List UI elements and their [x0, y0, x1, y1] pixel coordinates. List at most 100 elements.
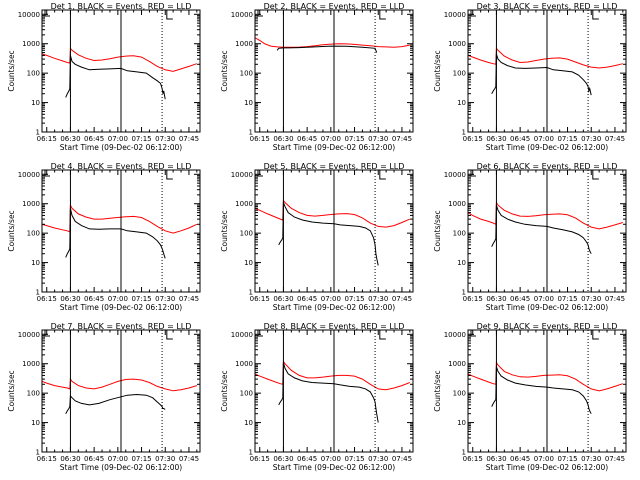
- x-axis-label: Start Time (09-Dec-02 06:12:00): [273, 303, 395, 312]
- y-tick-label: 1: [36, 289, 40, 297]
- x-tick-label: 06:30: [60, 295, 80, 303]
- x-tick-label: 07:15: [344, 455, 364, 463]
- x-tick-label: 06:15: [37, 135, 57, 143]
- chart-panel: Det 8, BLACK = Events, RED = LLD 1 10 100 10…: [220, 322, 414, 472]
- flag-marker: [592, 170, 599, 180]
- x-tick-label: 07:30: [581, 295, 601, 303]
- x-tick-label: 07:15: [131, 135, 151, 143]
- y-axis-label: Counts/sec: [433, 50, 442, 91]
- x-tick-label: 07:30: [581, 135, 601, 143]
- start-flag-marker: [257, 170, 263, 177]
- y-axis-label: Counts/sec: [7, 370, 16, 411]
- y-tick-label: 10000: [444, 11, 466, 19]
- x-tick-label: 06:45: [510, 295, 530, 303]
- panel-title: Det 1, BLACK = Events, RED = LLD: [51, 2, 192, 11]
- y-tick-label: 1000: [235, 360, 253, 368]
- x-tick-label: 07:45: [605, 295, 625, 303]
- panel-title: Det 4, BLACK = Events, RED = LLD: [51, 162, 192, 171]
- y-tick-label: 100: [240, 70, 253, 78]
- y-axis-label: Counts/sec: [220, 370, 229, 411]
- x-tick-label: 07:00: [321, 135, 341, 143]
- x-tick-label: 06:30: [60, 135, 80, 143]
- y-axis-label: Counts/sec: [433, 370, 442, 411]
- x-axis-label: Start Time (09-Dec-02 06:12:00): [60, 143, 182, 152]
- x-tick-label: 07:30: [368, 135, 388, 143]
- y-axis-label: Counts/sec: [7, 50, 16, 91]
- x-tick-label: 07:00: [534, 135, 554, 143]
- y-tick-label: 1000: [448, 40, 466, 48]
- y-tick-label: 10000: [18, 171, 40, 179]
- x-tick-label: 06:15: [250, 295, 270, 303]
- x-tick-label: 07:15: [344, 295, 364, 303]
- x-tick-label: 07:00: [321, 295, 341, 303]
- flag-marker: [166, 330, 173, 340]
- x-tick-label: 07:00: [108, 135, 128, 143]
- x-tick-label: 07:45: [392, 455, 412, 463]
- chart-panel: Det 4, BLACK = Events, RED = LLD 1 10 100 10…: [7, 162, 201, 312]
- chart-panel: Det 5, BLACK = Events, RED = LLD 1 10 100 10…: [220, 162, 414, 312]
- events-series-line: [65, 393, 166, 414]
- plot-frame: [41, 169, 201, 293]
- y-tick-label: 1000: [235, 40, 253, 48]
- x-tick-label: 06:30: [60, 455, 80, 463]
- y-axis-label: Counts/sec: [7, 210, 16, 251]
- y-tick-label: 100: [453, 230, 466, 238]
- x-tick-label: 06:30: [273, 135, 293, 143]
- x-axis-label: Start Time (09-Dec-02 06:12:00): [486, 463, 608, 472]
- x-tick-label: 07:15: [557, 135, 577, 143]
- events-series-line: [65, 208, 166, 259]
- x-tick-label: 07:30: [368, 455, 388, 463]
- x-tick-label: 07:45: [605, 455, 625, 463]
- x-tick-label: 07:00: [321, 455, 341, 463]
- lld-series-line: [42, 204, 198, 234]
- y-tick-label: 1: [249, 129, 253, 137]
- y-tick-label: 1000: [22, 200, 40, 208]
- y-tick-label: 10: [457, 99, 466, 107]
- x-tick-label: 06:45: [510, 135, 530, 143]
- x-tick-label: 06:45: [297, 455, 317, 463]
- x-tick-label: 06:45: [510, 455, 530, 463]
- start-flag-marker: [470, 10, 476, 17]
- x-tick-label: 06:30: [486, 135, 506, 143]
- events-series-line: [491, 366, 592, 414]
- x-tick-label: 06:15: [463, 455, 483, 463]
- y-tick-label: 10: [244, 99, 253, 107]
- y-tick-label: 1: [462, 449, 466, 457]
- y-tick-label: 10000: [231, 11, 253, 19]
- y-tick-label: 10000: [18, 11, 40, 19]
- plot-frame: [467, 9, 627, 133]
- chart-panel: Det 7, BLACK = Events, RED = LLD 1 10 100 10…: [7, 322, 201, 472]
- y-tick-label: 1000: [448, 360, 466, 368]
- chart-panel: Det 3, BLACK = Events, RED = LLD 1 10 100 10…: [433, 2, 627, 152]
- x-tick-label: 07:15: [557, 295, 577, 303]
- flag-marker: [379, 10, 386, 20]
- plot-frame: [254, 9, 414, 133]
- lld-series-line: [42, 377, 197, 392]
- chart-panel: Det 2, BLACK = Events, RED = LLD 1 10 100 10…: [220, 2, 414, 152]
- x-tick-label: 06:45: [297, 135, 317, 143]
- y-tick-label: 100: [240, 230, 253, 238]
- x-tick-label: 06:30: [273, 455, 293, 463]
- y-tick-label: 1: [249, 449, 253, 457]
- y-tick-label: 1000: [448, 200, 466, 208]
- y-tick-label: 1: [249, 289, 253, 297]
- x-tick-label: 07:30: [155, 135, 175, 143]
- y-tick-label: 10000: [444, 331, 466, 339]
- y-tick-label: 10: [31, 99, 40, 107]
- y-axis-label: Counts/sec: [220, 210, 229, 251]
- x-tick-label: 07:30: [581, 455, 601, 463]
- plot-frame: [467, 329, 627, 453]
- chart-panel: Det 6, BLACK = Events, RED = LLD 1 10 100 10…: [433, 162, 627, 312]
- panel-title: Det 7, BLACK = Events, RED = LLD: [51, 322, 192, 331]
- panel-title: Det 2, BLACK = Events, RED = LLD: [264, 2, 405, 11]
- start-flag-marker: [470, 170, 476, 177]
- x-tick-label: 07:30: [155, 295, 175, 303]
- flag-marker: [166, 170, 173, 180]
- y-axis-label: Counts/sec: [220, 50, 229, 91]
- x-tick-label: 06:30: [273, 295, 293, 303]
- y-tick-label: 1: [36, 129, 40, 137]
- x-tick-label: 07:15: [344, 135, 364, 143]
- y-tick-label: 10: [244, 259, 253, 267]
- y-tick-label: 100: [453, 390, 466, 398]
